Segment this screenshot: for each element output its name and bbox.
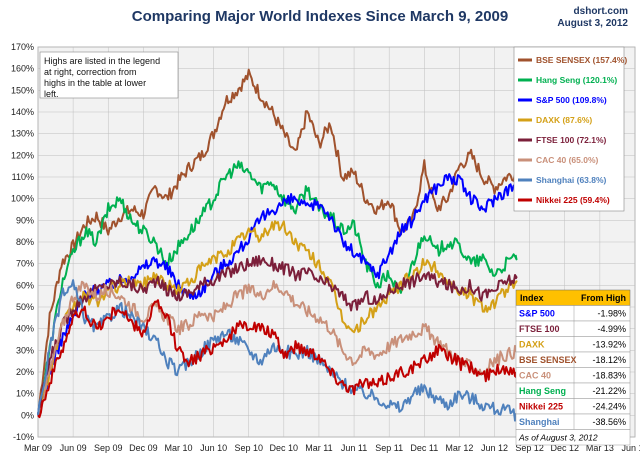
x-tick-label: Sep 10 (234, 443, 263, 453)
table-cell-index: S&P 500 (519, 309, 555, 319)
table-cell-value: -24.24% (592, 402, 626, 412)
x-tick-label: Mar 09 (24, 443, 52, 453)
note-line: at right, correction from (44, 67, 137, 77)
y-tick-label: 130% (11, 129, 34, 139)
source-label: dshort.com (573, 6, 628, 17)
x-tick-label: Dec 10 (270, 443, 299, 453)
y-tick-label: -10% (13, 432, 34, 442)
x-tick-label: Sep 11 (375, 443, 403, 453)
y-tick-label: 30% (16, 345, 34, 355)
series-line-bse-sensex (37, 68, 518, 416)
table-cell-index: BSE SENSEX (519, 355, 577, 365)
y-tick-label: 50% (16, 302, 34, 312)
legend-entry: S&P 500 (109.8%) (536, 95, 607, 105)
x-tick-label: Mar 12 (445, 443, 473, 453)
table-cell-value: -13.92% (592, 340, 626, 350)
x-tick-label: Mar 10 (164, 443, 192, 453)
x-tick-label: Jun 10 (200, 443, 227, 453)
y-tick-label: 60% (16, 280, 34, 290)
note-line: Highs are listed in the legend (44, 56, 160, 66)
y-tick-label: 110% (12, 172, 34, 182)
table-footer-bg (515, 429, 631, 446)
table-cell-value: -18.12% (592, 355, 626, 365)
table-footnote: As of August 3, 2012 (518, 433, 598, 443)
y-tick-label: 10% (16, 389, 34, 399)
table-cell-index: Shanghai (519, 417, 560, 427)
y-tick-label: 150% (11, 85, 34, 95)
y-tick-label: 160% (11, 64, 34, 74)
x-tick-label: Dec 09 (129, 443, 158, 453)
legend-entry: DAXK (87.6%) (536, 115, 592, 125)
date-label: August 3, 2012 (557, 18, 628, 29)
legend-entry: BSE SENSEX (157.4%) (536, 55, 627, 65)
table-cell-value: -18.83% (592, 371, 626, 381)
x-tick-label: Jun 11 (341, 443, 367, 453)
legend-entry: CAC 40 (65.0%) (536, 155, 599, 165)
series-line-cac-40 (37, 280, 518, 416)
legend: BSE SENSEX (157.4%) Hang Seng (120.1%) S&P… (513, 46, 627, 212)
table-cell-index: CAC 40 (519, 371, 551, 381)
note-line: left. (44, 89, 59, 99)
y-tick-label: 100% (11, 194, 34, 204)
x-tick-label: Jun 12 (481, 443, 508, 453)
legend-entry: Nikkei 225 (59.4%) (536, 195, 610, 205)
x-tick-label: Dec 11 (410, 443, 438, 453)
y-axis-ticks: -10% 0% 10% 20% 30% 40% 50% 60% 70% 80% 90% 100% 110… (11, 42, 34, 442)
table-header-index: Index (520, 293, 544, 303)
note-background (39, 51, 179, 99)
series-line-daxk (37, 220, 518, 417)
chart-title: Comparing Major World Indexes Since Marc… (131, 8, 509, 25)
legend-entry: FTSE 100 (72.1%) (536, 135, 607, 145)
x-tick-label: Sep 09 (94, 443, 123, 453)
y-tick-label: 170% (11, 42, 34, 52)
x-tick-label: Mar 11 (305, 443, 332, 453)
series-line-ftse-100 (37, 255, 518, 416)
table-cell-value: -38.56% (592, 417, 626, 427)
series-lines (37, 68, 518, 422)
x-tick-label: Jun 09 (60, 443, 87, 453)
table-cell-value: -21.22% (592, 386, 626, 396)
y-tick-label: 120% (11, 150, 34, 160)
x-tick-label: Sep 12 (515, 443, 544, 453)
from-high-table: Index From High S&P 500 -1.98% FTSE 100 -4.99… (515, 289, 631, 446)
x-tick-label: Jun 13 (621, 443, 640, 453)
series-line-hang-seng (37, 160, 518, 416)
legend-entry: Hang Seng (120.1%) (536, 75, 617, 85)
table-cell-index: Hang Seng (519, 386, 566, 396)
y-tick-label: 140% (11, 107, 34, 117)
y-tick-label: 0% (21, 410, 34, 420)
legend-entry: Shanghai (63.8%) (536, 175, 607, 185)
x-tick-label: Dec 12 (550, 443, 579, 453)
source-block: dshort.com August 3, 2012 (557, 6, 628, 30)
y-tick-label: 90% (16, 215, 34, 225)
series-line-nikkei-225 (37, 299, 518, 419)
table-cell-index: FTSE 100 (519, 324, 560, 334)
table-cell-index: Nikkei 225 (519, 402, 563, 412)
y-tick-label: 80% (16, 237, 34, 247)
table-cell-value: -4.99% (597, 324, 626, 334)
x-axis-ticks: Mar 09 Jun 09 Sep 09 Dec 09 Mar 10 Jun 10 Sep … (24, 443, 640, 453)
note-line: highs in the table at lower (44, 78, 146, 88)
table-cell-value: -1.98% (597, 309, 626, 319)
table-cell-index: DAXK (519, 340, 545, 350)
y-tick-label: 70% (16, 259, 34, 269)
y-tick-label: 20% (16, 367, 34, 377)
y-tick-label: 40% (16, 324, 34, 334)
x-tick-label: Mar 13 (586, 443, 614, 453)
table-header-from-high: From High (581, 293, 626, 303)
legend-box (513, 46, 625, 212)
